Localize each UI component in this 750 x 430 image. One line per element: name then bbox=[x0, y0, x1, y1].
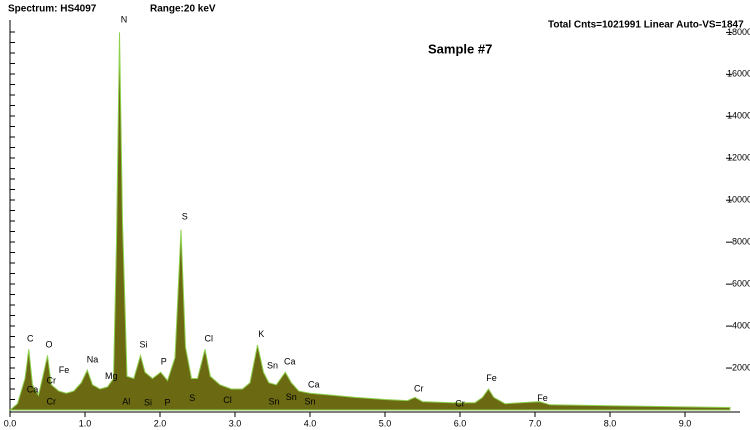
peak-label: Fe bbox=[537, 393, 548, 403]
y-tick-label: 6000 bbox=[732, 279, 750, 289]
peak-label: Mg bbox=[105, 371, 118, 381]
peak-label: Ca bbox=[308, 379, 320, 389]
peak-label: Cl bbox=[205, 333, 214, 343]
spectrum-id: Spectrum: HS4097 bbox=[8, 4, 97, 15]
x-tick-label: 5.0 bbox=[379, 418, 392, 428]
peak-label: Sn bbox=[286, 392, 297, 402]
peak-label: Cr bbox=[455, 398, 465, 408]
peak-label: Fe bbox=[59, 365, 70, 375]
x-tick-label: 3.0 bbox=[229, 418, 242, 428]
peak-label: P bbox=[161, 356, 167, 366]
x-tick-label: 1.0 bbox=[79, 418, 92, 428]
peak-label: Ca bbox=[27, 385, 39, 395]
peak-label: Sn bbox=[267, 361, 278, 371]
peak-label: K bbox=[258, 329, 264, 339]
spectrum-area bbox=[8, 32, 731, 411]
peak-label: Si bbox=[144, 397, 152, 407]
peak-label: P bbox=[164, 397, 170, 407]
peak-label: Ca bbox=[284, 356, 296, 366]
peak-label: Si bbox=[139, 340, 147, 350]
peak-label: Cr bbox=[47, 396, 57, 406]
x-tick-label: 0.0 bbox=[4, 418, 17, 428]
y-tick-label: 16000 bbox=[727, 69, 750, 79]
x-tick-label: 4.0 bbox=[304, 418, 317, 428]
range: Range:20 keV bbox=[150, 4, 216, 15]
peak-label: Fe bbox=[486, 373, 497, 383]
x-tick-label: 7.0 bbox=[529, 418, 542, 428]
y-tick-label: 2000 bbox=[732, 362, 750, 372]
peak-label: O bbox=[45, 340, 52, 350]
y-tick-label: 4000 bbox=[732, 320, 750, 330]
peak-label: Cr bbox=[47, 375, 57, 385]
peak-label: S bbox=[182, 212, 188, 222]
x-tick-label: 6.0 bbox=[454, 418, 467, 428]
peak-label: S bbox=[189, 393, 195, 403]
peak-label: C bbox=[27, 333, 34, 343]
y-tick-label: 14000 bbox=[727, 111, 750, 121]
y-tick-label: 10000 bbox=[727, 195, 750, 205]
x-tick-label: 2.0 bbox=[154, 418, 167, 428]
y-tick-label: 8000 bbox=[732, 237, 750, 247]
peak-label: Sn bbox=[304, 396, 315, 406]
x-tick-label: 9.0 bbox=[679, 418, 692, 428]
y-tick-label: 18000 bbox=[727, 27, 750, 37]
peak-label: Al bbox=[122, 396, 130, 406]
y-tick-label: 12000 bbox=[727, 153, 750, 163]
peak-label: Na bbox=[87, 354, 99, 364]
peak-label: N bbox=[121, 14, 128, 24]
totals: Total Cnts=1021991 Linear Auto-VS=1847 bbox=[548, 20, 744, 31]
peak-label: Cr bbox=[414, 384, 424, 394]
x-tick-label: 8.0 bbox=[604, 418, 617, 428]
peak-label: Sn bbox=[268, 396, 279, 406]
chart-title: Sample #7 bbox=[428, 41, 492, 56]
peak-label: Cl bbox=[223, 395, 232, 405]
